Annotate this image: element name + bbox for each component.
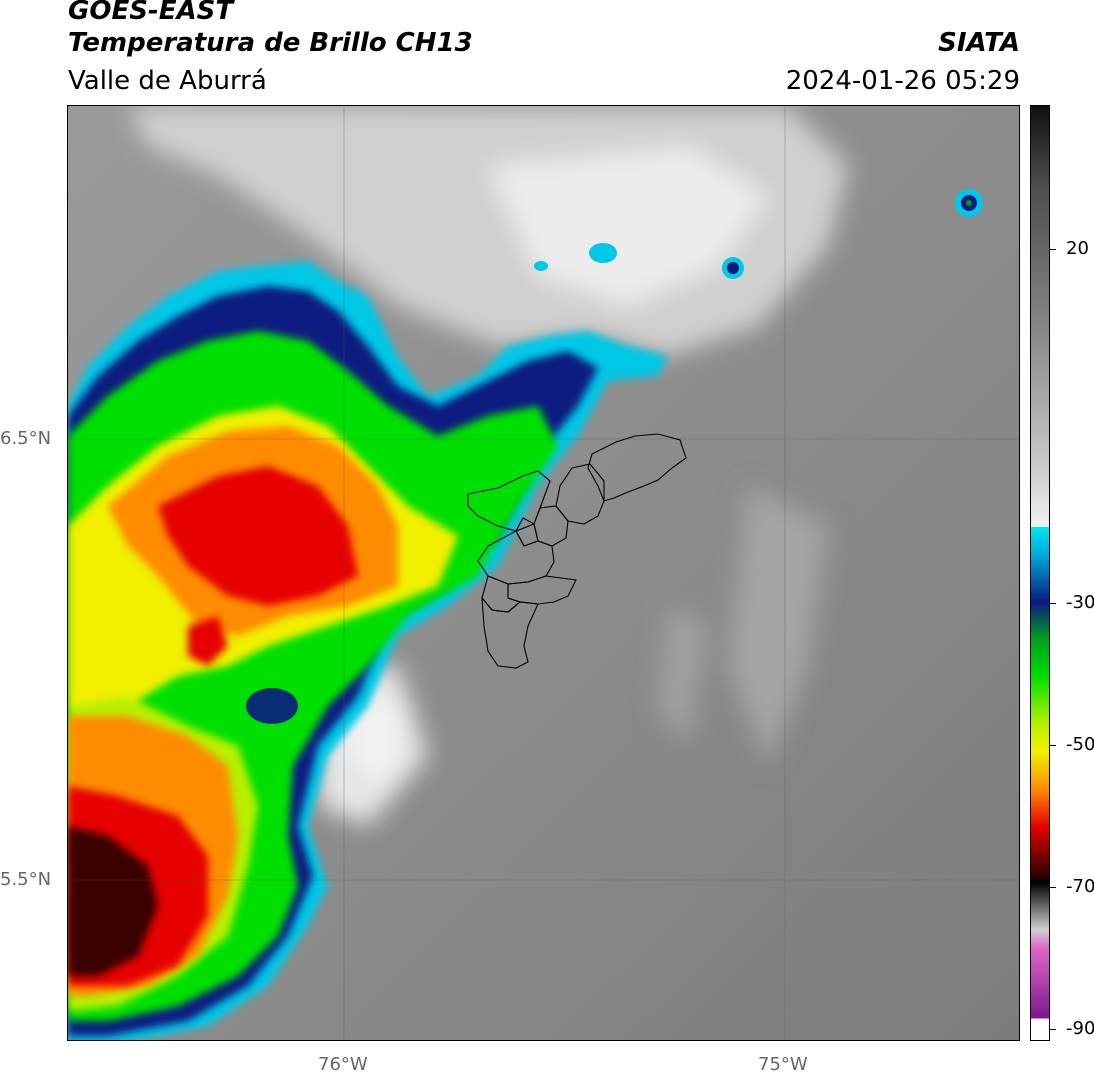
region-label: Valle de Aburrá: [68, 66, 267, 96]
lat-label-5-5: 5.5°N: [0, 869, 52, 890]
colorbar-tick-minus50: -50: [1066, 734, 1094, 755]
colorbar-tick-mark: [1050, 249, 1056, 250]
colorbar-tick-minus70: -70: [1066, 876, 1094, 897]
light-cloud-regions: [128, 106, 848, 826]
colorbar: [1030, 105, 1050, 1041]
lon-label-75w: 75°W: [758, 1054, 808, 1075]
colorbar-tick-minus90: -90: [1066, 1018, 1094, 1039]
map-canvas: [68, 106, 1019, 1040]
cold-spots: [246, 189, 983, 724]
colorbar-tick-mark: [1050, 603, 1056, 604]
colorbar-tick-mark: [1050, 745, 1056, 746]
timestamp-label: 2024-01-26 05:29: [785, 66, 1020, 96]
satellite-map[interactable]: [67, 105, 1020, 1041]
brand-label: SIATA: [938, 28, 1020, 58]
colorbar-tick-mark: [1050, 887, 1056, 888]
colorbar-tick-20: 20: [1066, 238, 1089, 259]
colorbar-gradient: [1031, 106, 1049, 1040]
colorbar-tick-mark: [1050, 1029, 1056, 1030]
cloud-darkred-core: [68, 826, 158, 976]
lon-label-76w: 76°W: [318, 1054, 368, 1075]
satellite-title: GOES-EAST: [68, 0, 234, 26]
lat-label-6-5: 6.5°N: [0, 428, 52, 449]
municipality-borders: [467, 433, 687, 669]
colorbar-tick-minus30: -30: [1066, 592, 1094, 613]
product-title: Temperatura de Brillo CH13: [68, 28, 473, 58]
graticule: [68, 106, 1019, 1040]
